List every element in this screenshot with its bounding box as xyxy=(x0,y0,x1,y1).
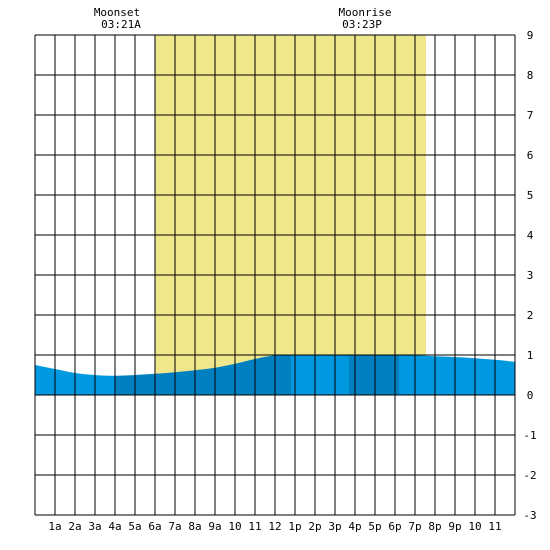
x-tick-label: 11 xyxy=(488,520,501,533)
y-tick-label: 6 xyxy=(527,149,534,162)
x-tick-label: 5p xyxy=(368,520,381,533)
x-tick-label: 6a xyxy=(148,520,161,533)
x-axis-labels: 1a 2a 3a 4a 5a 6a 7a 8a 9a 10 11 12 1p 2p 3p 4p 5p 6p 7p 8p… xyxy=(48,520,501,533)
x-tick-label: 1p xyxy=(288,520,301,533)
y-tick-label: 9 xyxy=(527,29,534,42)
x-tick-label: 2a xyxy=(68,520,81,533)
x-tick-label: 3a xyxy=(88,520,101,533)
x-tick-label: 10 xyxy=(228,520,241,533)
x-tick-label: 9a xyxy=(208,520,221,533)
y-tick-label: 8 xyxy=(527,69,534,82)
x-tick-label: 2p xyxy=(308,520,321,533)
x-tick-label: 11 xyxy=(248,520,261,533)
y-tick-label: 7 xyxy=(527,109,534,122)
tide-band-light xyxy=(399,354,515,395)
tide-band-light xyxy=(291,354,349,395)
x-tick-label: 4p xyxy=(348,520,361,533)
moonrise-label: Moonrise xyxy=(339,6,392,19)
moonrise-time: 03:23P xyxy=(342,18,382,31)
x-tick-label: 5a xyxy=(128,520,141,533)
x-tick-label: 4a xyxy=(108,520,121,533)
x-tick-label: 7p xyxy=(408,520,421,533)
x-tick-label: 3p xyxy=(328,520,341,533)
y-tick-label: 4 xyxy=(527,229,534,242)
x-tick-label: 7a xyxy=(168,520,181,533)
y-tick-label: -1 xyxy=(523,429,536,442)
y-tick-label: -2 xyxy=(523,469,536,482)
grid xyxy=(34,34,516,516)
daylight-rect xyxy=(155,35,426,395)
y-tick-label: 5 xyxy=(527,189,534,202)
x-tick-label: 8p xyxy=(428,520,441,533)
tide-band-dark xyxy=(349,354,399,395)
y-tick-label: 3 xyxy=(527,269,534,282)
x-tick-label: 1a xyxy=(48,520,61,533)
y-axis-labels: 9 8 7 6 5 4 3 2 1 0 -1 -2 -3 xyxy=(523,29,536,522)
y-tick-label: -3 xyxy=(523,509,536,522)
x-tick-label: 9p xyxy=(448,520,461,533)
x-tick-label: 10 xyxy=(468,520,481,533)
x-tick-label: 8a xyxy=(188,520,201,533)
y-tick-label: 1 xyxy=(527,349,534,362)
moonset-label: Moonset xyxy=(94,6,140,19)
moon-annotations: Moonset 03:21A Moonrise 03:23P xyxy=(94,6,392,31)
y-tick-label: 2 xyxy=(527,309,534,322)
y-tick-label: 0 xyxy=(527,389,534,402)
tide-area xyxy=(35,354,515,395)
x-tick-label: 12 xyxy=(268,520,281,533)
daylight-band xyxy=(155,35,426,395)
x-tick-label: 6p xyxy=(388,520,401,533)
moonset-time: 03:21A xyxy=(101,18,141,31)
